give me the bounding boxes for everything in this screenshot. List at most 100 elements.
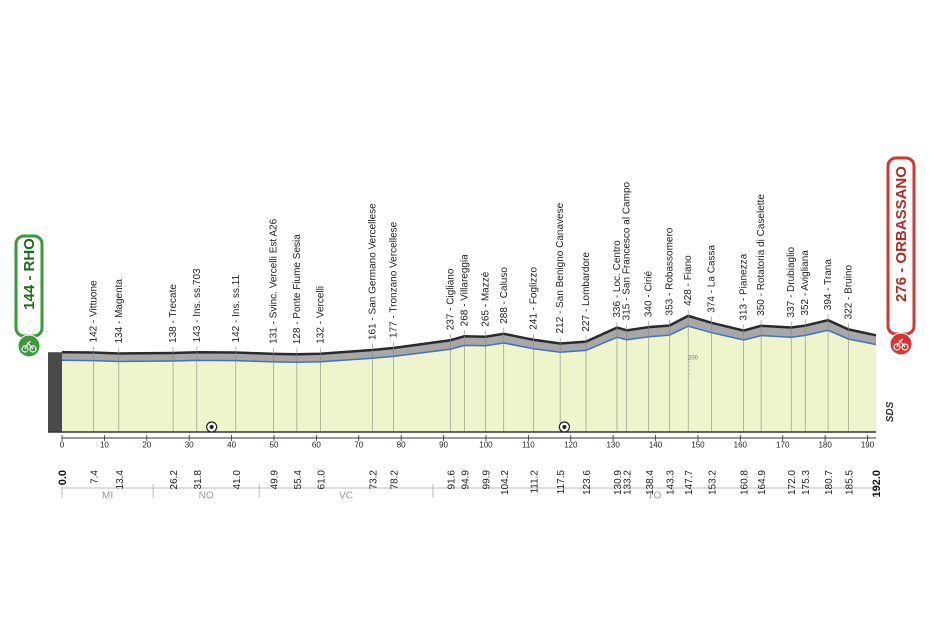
waypoint-km-label: 7.4 [89, 470, 100, 484]
waypoint-km-label: 175.3 [801, 470, 812, 495]
region-label: MI [102, 490, 113, 501]
start-bike-wheel [29, 345, 37, 353]
waypoint-label: 374 - La Cassa [707, 245, 718, 313]
waypoint-label: 138 - Trecate [168, 284, 179, 343]
logo-text: SDS [885, 401, 896, 422]
waypoint-label: 350 - Rotatoria di Caselette [756, 194, 767, 316]
waypoint-label: 161 - San Germano Vercellese [367, 203, 378, 340]
waypoint-km-label: 133.2 [623, 470, 634, 495]
elevation-band [62, 315, 876, 363]
sprint-marker-dot [209, 425, 214, 429]
waypoint-label: 340 - Cirié [644, 271, 655, 318]
waypoint-label: 131 - Svinc. Vercelli Est A26 [269, 218, 280, 344]
waypoint-km-label: 26.2 [169, 470, 180, 490]
x-axis: 0 10 20 30 40 50 60 70 80 90 100 110 120 130 140 150 160… [60, 435, 876, 450]
x-tick-label: 20 [142, 441, 151, 450]
waypoint-km-label: 78.2 [390, 470, 401, 490]
x-tick-label: 120 [564, 441, 578, 450]
start-label: 144 - RHO [21, 238, 38, 310]
waypoint-label: 142 - Ins. ss.11 [231, 274, 242, 342]
region-label: NO [199, 490, 214, 501]
x-tick-label: 50 [270, 441, 279, 450]
x-tick-label: 190 [861, 441, 875, 450]
waypoint-label: 237 - Cigliano [445, 268, 456, 330]
waypoint-label: 394 - Trana [823, 259, 834, 311]
x-tick-label: 80 [397, 441, 406, 450]
waypoint-label: 322 - Bruino [843, 265, 854, 320]
endpoint-km-label: 192.0 [871, 470, 883, 498]
chart-decorations: 200 SDS [48, 352, 896, 433]
region-label: TO [648, 490, 662, 501]
start-bike-wheel [21, 345, 29, 353]
finish-bike-wheel [901, 343, 909, 351]
waypoint-label: 336 - Loc. Centro [612, 240, 623, 318]
sprint-marker-dot [562, 425, 567, 429]
waypoint-km-label: 130.9 [613, 470, 624, 495]
waypoint-label: 212 - San Benigno Canavese [555, 202, 566, 333]
waypoint-km-label: 123.6 [582, 470, 593, 495]
waypoint-label: 288 - Caluso [499, 267, 510, 324]
waypoint-km-label: 99.9 [482, 470, 493, 490]
waypoint-km-label: 138.4 [645, 470, 656, 495]
x-tick-label: 110 [522, 441, 535, 450]
region-bar: MI NO VC TO [61, 484, 877, 501]
waypoint-label: 177 - Tronzano Vercellese [389, 221, 400, 338]
start-bike-frame [24, 340, 34, 350]
altitude-axis-label: 200 [688, 356, 699, 362]
waypoint-km-label: 73.2 [368, 470, 379, 490]
waypoint-km-label: 91.6 [446, 470, 457, 490]
waypoint-km-label: 111.2 [529, 470, 540, 494]
x-tick-label: 180 [818, 441, 832, 450]
endpoint-km-label: 0.0 [57, 470, 69, 485]
waypoint-lines [93, 309, 849, 432]
x-tick-label: 40 [227, 441, 236, 450]
x-tick-label: 100 [479, 441, 493, 450]
waypoint-label: 315 - San Francesco al Campo [622, 181, 633, 320]
x-tick-label: 170 [776, 441, 790, 450]
finish-bike-icon [889, 332, 913, 356]
waypoint-km-label: 160.8 [740, 470, 751, 495]
waypoint-label: 337 - Drubiaglio [786, 246, 797, 317]
waypoint-label: 142 - Vittuone [88, 280, 99, 343]
waypoint-km-label: 49.9 [270, 470, 281, 490]
finish-bike-frame [896, 338, 906, 348]
x-tick-label: 30 [185, 441, 194, 450]
waypoint-km-label: 147.7 [684, 470, 695, 495]
waypoint-km-label: 117.5 [556, 470, 567, 495]
x-tick-label: 0 [60, 441, 65, 450]
x-tick-label: 90 [439, 441, 448, 450]
x-tick-label: 70 [354, 441, 363, 450]
waypoint-label: 227 - Lombardore [581, 252, 592, 332]
waypoint-km-label: 153.2 [708, 470, 719, 495]
waypoint-km-label: 41.0 [232, 470, 243, 490]
x-tick-label: 140 [649, 441, 663, 450]
x-tick-label: 160 [734, 441, 748, 450]
waypoint-label: 265 - Mazzè [481, 271, 492, 326]
start-wall [48, 352, 62, 432]
finish-label: 276 - ORBASSANO [893, 166, 910, 302]
waypoint-km-label: 13.4 [115, 470, 126, 490]
km-labels: 0.0 7.4 13.4 26.2 31.8 41.0 49.9 55.4 61.0 73.2 78… [57, 470, 883, 498]
waypoint-km-label: 143.3 [666, 470, 677, 495]
waypoint-labels: 142 - Vittuone 134 - Magenta 138 - Trecate… [88, 181, 854, 344]
waypoint-km-label: 164.9 [757, 470, 768, 495]
waypoint-km-label: 104.2 [500, 470, 511, 495]
region-label: VC [339, 490, 353, 501]
lower-fill-area [62, 326, 876, 432]
start-finish-badges: 144 - RHO 276 - ORBASSANO [14, 156, 916, 358]
waypoint-label: 241 - Foglizzo [528, 267, 539, 330]
x-tick-label: 150 [691, 441, 705, 450]
x-tick-label: 60 [312, 441, 321, 450]
waypoint-km-label: 55.4 [293, 470, 304, 490]
x-tick-label: 10 [100, 441, 109, 450]
start-bike-icon [17, 334, 41, 358]
waypoint-km-label: 172.0 [787, 470, 798, 495]
waypoint-km-label: 31.8 [193, 470, 204, 490]
waypoint-km-label: 180.7 [824, 470, 835, 495]
waypoint-km-label: 94.9 [460, 470, 471, 490]
finish-bike-wheel [893, 343, 901, 351]
waypoint-km-label: 185.5 [844, 470, 855, 495]
waypoint-label: 353 - Robassomero [665, 227, 676, 315]
waypoint-label: 134 - Magenta [114, 279, 125, 344]
